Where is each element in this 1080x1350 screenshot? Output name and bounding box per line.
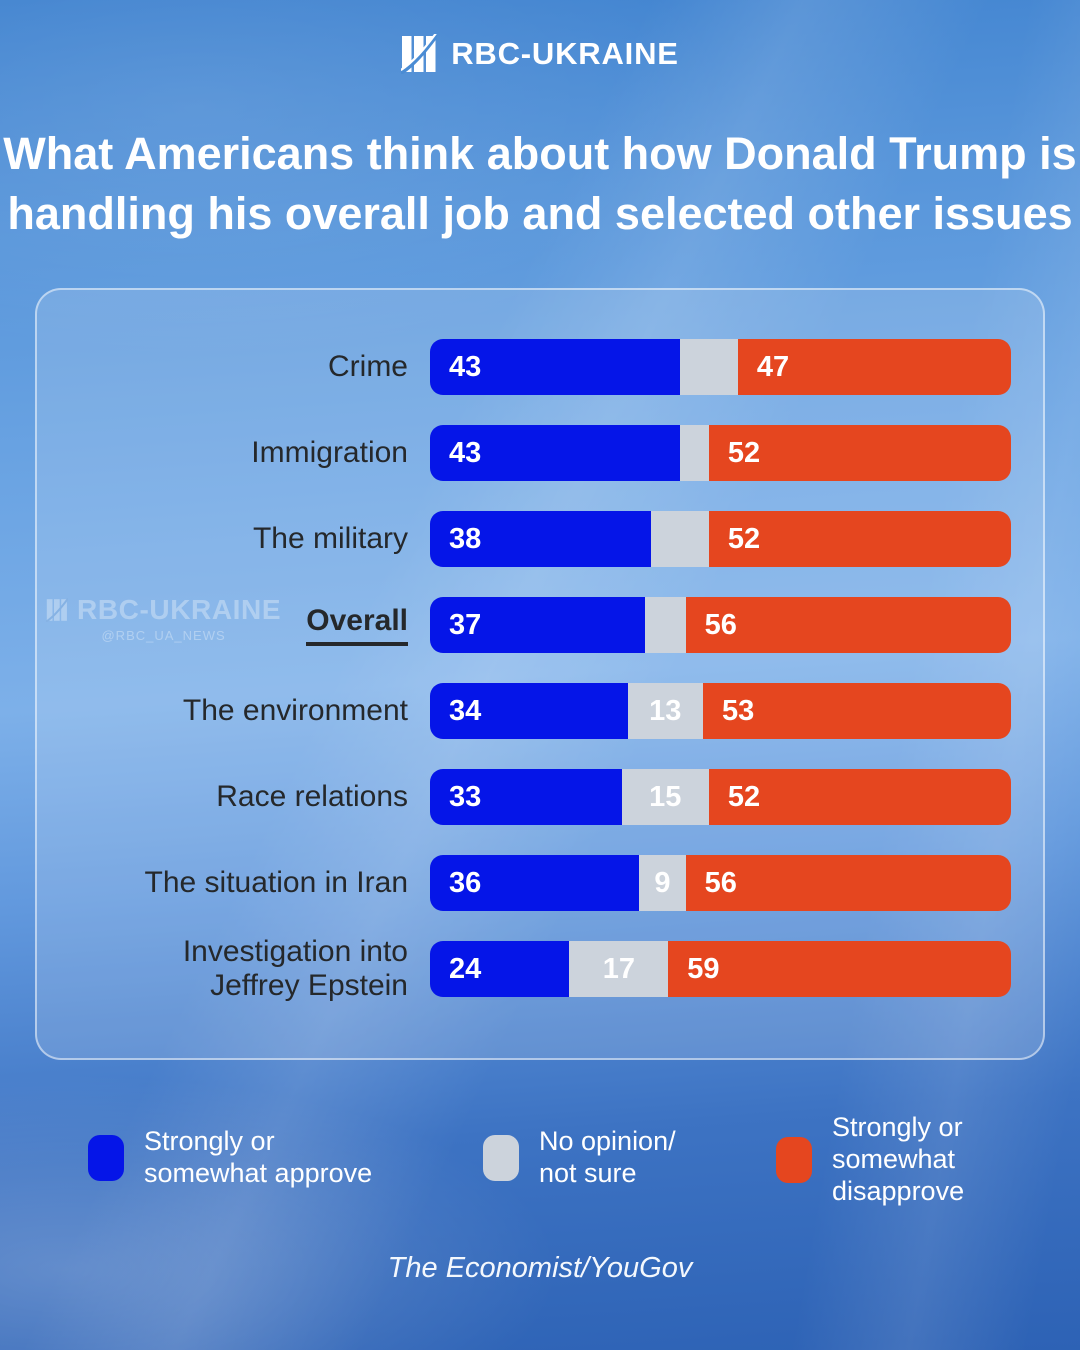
chart-row: Investigation into Jeffrey Epstein 24 17 59 (67, 935, 1011, 1002)
approve-segment: 36 (430, 855, 640, 911)
disapprove-value: 56 (704, 608, 737, 641)
neutral-segment (679, 425, 709, 481)
stacked-bar: 34 13 53 (430, 683, 1011, 739)
category-label: The environment (182, 693, 408, 727)
neutral-value: 9 (654, 866, 671, 899)
watermark-name: RBC-UKRAINE (77, 594, 282, 625)
stacked-bar: 43 47 (430, 339, 1011, 395)
chart-rows: Crime 43 47 Immigration 43 52 The military 38 52… (37, 290, 1043, 1058)
category-label: Immigration (251, 435, 408, 469)
brand-header: RBC-UKRAINE (0, 34, 1080, 74)
approve-segment: 37 (430, 597, 645, 653)
disapprove-segment: 53 (703, 683, 1011, 739)
chart-row: The military 38 52 (67, 511, 1011, 567)
disapprove-value: 52 (727, 436, 761, 469)
approve-value: 43 (449, 436, 482, 469)
disapprove-value: 56 (704, 866, 737, 899)
category-label: Race relations (216, 779, 408, 813)
category-label: Overall (67, 604, 408, 647)
legend-label: No opinion/ not sure (539, 1126, 676, 1188)
title-line-1: What Americans think about how Donald Tr… (3, 128, 1077, 179)
approve-segment: 24 (430, 941, 570, 997)
chart-row: Overall 37 56 (67, 597, 1011, 653)
approve-value: 43 (449, 350, 482, 383)
chart-row: Immigration 43 52 (67, 425, 1011, 481)
legend-item-neutral: No opinion/ not sure (483, 1126, 676, 1190)
stacked-bar: 24 17 59 (430, 941, 1011, 997)
neutral-swatch (483, 1134, 519, 1181)
disapprove-swatch (776, 1136, 812, 1183)
watermark-handle: @RBC_UA_NEWS (101, 628, 226, 643)
chart-card: Crime 43 47 Immigration 43 52 The military 38 52… (35, 288, 1045, 1060)
neutral-value: 15 (649, 780, 682, 813)
brand-name: RBC-UKRAINE (451, 36, 679, 71)
disapprove-segment: 56 (685, 855, 1011, 911)
legend-item-approve: Strongly or somewhat approve (88, 1126, 372, 1190)
approve-segment: 43 (430, 339, 680, 395)
chart-row: The situation in Iran 36 9 56 (67, 855, 1011, 911)
approve-value: 38 (449, 522, 482, 555)
approve-segment: 43 (430, 425, 680, 481)
page-title: What Americans think about how Donald Tr… (0, 124, 1080, 245)
neutral-segment: 9 (639, 855, 686, 911)
legend-label: Strongly or somewhat disapprove (832, 1112, 965, 1206)
stacked-bar: 38 52 (430, 511, 1011, 567)
watermark-rbc-bars-icon (46, 598, 68, 622)
approve-value: 24 (449, 952, 482, 985)
legend-item-disapprove: Strongly or somewhat disapprove (776, 1112, 964, 1208)
disapprove-segment: 52 (708, 425, 1011, 481)
category-label: Investigation into Jeffrey Epstein (182, 934, 408, 1003)
disapprove-segment: 52 (708, 511, 1011, 567)
disapprove-value: 59 (687, 952, 720, 985)
stacked-bar: 33 15 52 (430, 769, 1011, 825)
legend-label: Strongly or somewhat approve (144, 1126, 373, 1188)
source-credit: The Economist/YouGov (387, 1252, 693, 1284)
stacked-bar: 43 52 (430, 425, 1011, 481)
neutral-value: 17 (602, 952, 635, 985)
approve-segment: 34 (430, 683, 628, 739)
disapprove-segment: 56 (685, 597, 1011, 653)
category-label: The military (252, 521, 408, 555)
stacked-bar: 36 9 56 (430, 855, 1011, 911)
disapprove-value: 52 (727, 522, 761, 555)
approve-value: 37 (449, 608, 482, 641)
approve-value: 33 (449, 780, 482, 813)
approve-value: 36 (449, 866, 482, 899)
chart-row: Race relations 33 15 52 (67, 769, 1011, 825)
disapprove-value: 52 (727, 780, 761, 813)
disapprove-value: 47 (756, 350, 790, 383)
disapprove-value: 53 (722, 694, 755, 727)
disapprove-segment: 47 (737, 339, 1011, 395)
approve-value: 34 (449, 694, 482, 727)
neutral-segment (650, 511, 709, 567)
chart-row: The environment 34 13 53 (67, 683, 1011, 739)
approve-swatch (88, 1134, 124, 1181)
neutral-segment (679, 339, 738, 395)
neutral-segment: 15 (621, 769, 709, 825)
disapprove-segment: 59 (668, 941, 1011, 997)
neutral-value: 13 (649, 694, 682, 727)
disapprove-segment: 52 (708, 769, 1011, 825)
neutral-segment (644, 597, 686, 653)
approve-segment: 38 (430, 511, 651, 567)
title-line-2: handling his overall job and selected ot… (7, 188, 1073, 240)
watermark: RBC-UKRAINE @RBC_UA_NEWS (46, 594, 281, 643)
chart-row: Crime 43 47 (67, 339, 1011, 395)
neutral-segment: 13 (627, 683, 704, 739)
stacked-bar: 37 56 (430, 597, 1011, 653)
rbc-bars-icon (401, 34, 438, 74)
approve-segment: 33 (430, 769, 622, 825)
category-label: The situation in Iran (144, 865, 408, 899)
category-label: Crime (328, 349, 408, 383)
neutral-segment: 17 (569, 941, 669, 997)
